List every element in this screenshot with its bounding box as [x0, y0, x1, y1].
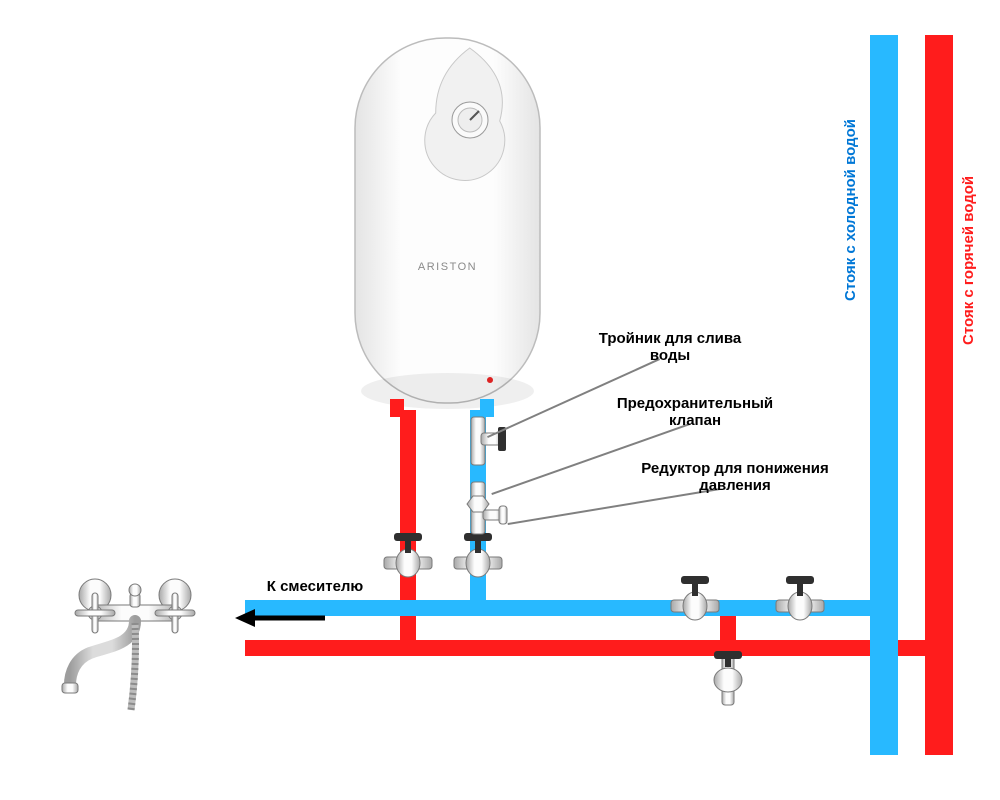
ball-valve-hot-bypass	[700, 647, 756, 713]
ball-valve-cold-line-2	[772, 570, 828, 636]
ball-valve-cold-line-1	[667, 570, 723, 636]
label-hot-riser: Стояк с горячей водой	[960, 130, 977, 390]
label-safety-valve: Предохранительныйклапан	[575, 395, 815, 430]
mixer-faucet	[35, 535, 235, 725]
arrow-to-mixer	[215, 603, 345, 633]
heater-brand-label: ARISTON	[418, 261, 477, 273]
label-cold-riser: Стояк с холодной водой	[842, 80, 859, 340]
hot-water-riser	[925, 35, 953, 755]
cold-water-riser	[870, 35, 898, 755]
tee-drain-fitting	[448, 415, 508, 475]
pipe-hot-horizontal	[245, 640, 925, 656]
water-heater: ARISTON	[340, 23, 555, 438]
label-to-mixer: К смесителю	[245, 578, 385, 595]
ball-valve-hot-outlet	[380, 527, 436, 593]
label-tee-drain: Тройник для сливаводы	[560, 330, 780, 365]
diagram-stage: ARISTON Тройник для сливаводы Предохраните…	[0, 0, 1000, 800]
label-pressure-reducer: Редуктор для понижениядавления	[595, 460, 875, 495]
